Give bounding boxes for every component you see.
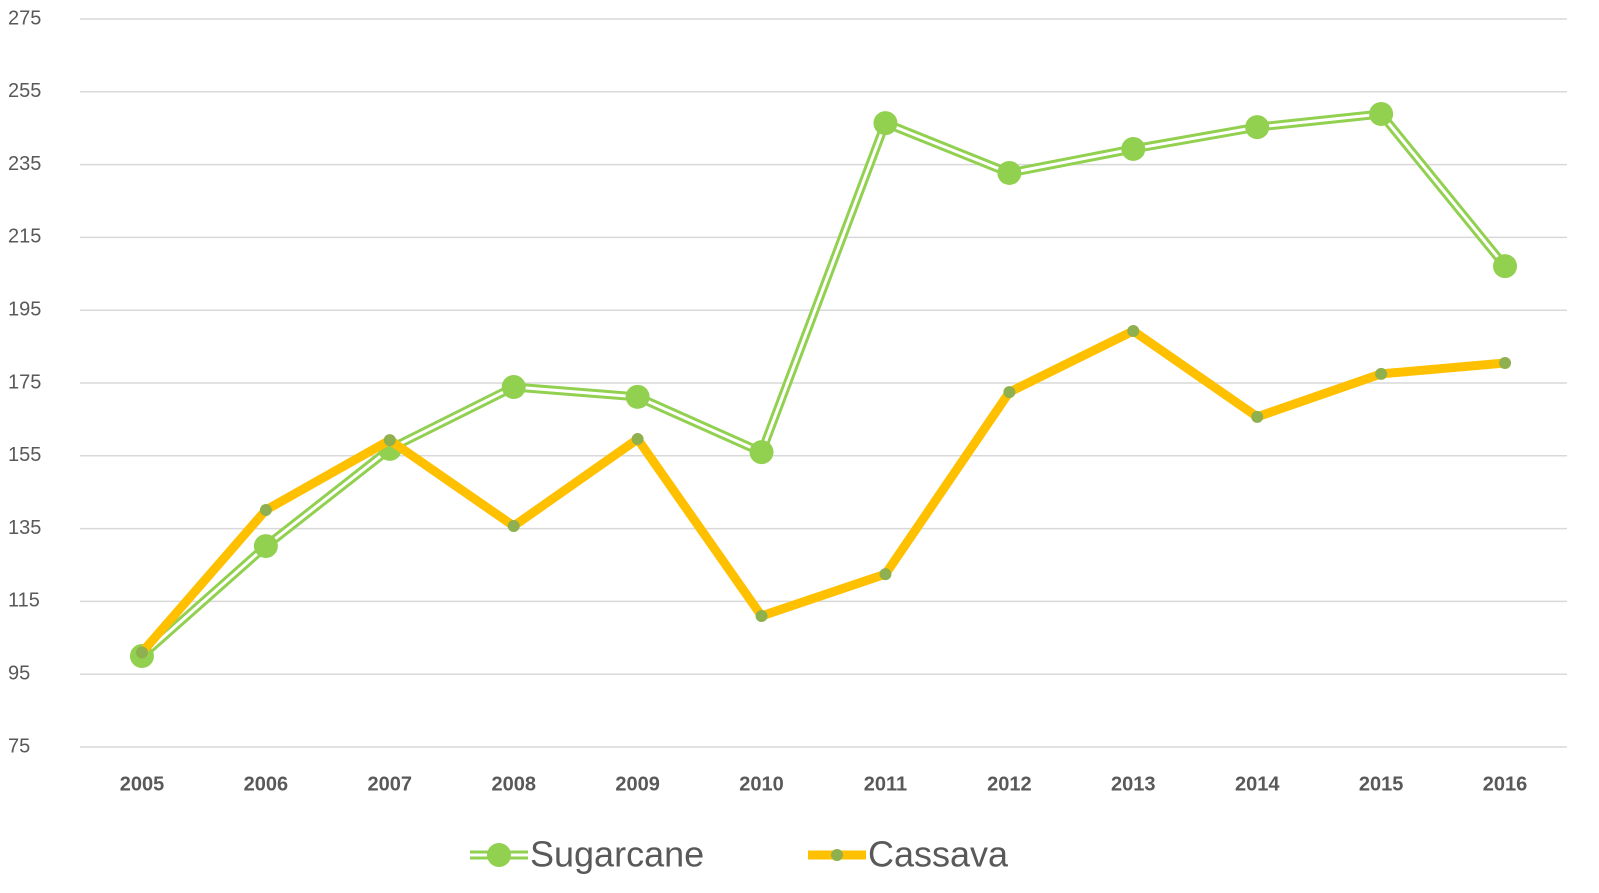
marker	[259, 504, 272, 517]
legend-label: Cassava	[868, 834, 1009, 875]
marker	[1003, 386, 1016, 399]
series-line	[138, 326, 1506, 656]
x-tick-label: 2005	[120, 773, 165, 795]
marker	[1375, 367, 1388, 380]
marker	[625, 384, 650, 409]
marker	[1369, 102, 1394, 127]
marker	[1121, 136, 1146, 161]
marker	[879, 568, 892, 581]
marker	[755, 609, 768, 622]
marker	[997, 160, 1022, 185]
x-tick-label: 2011	[864, 773, 907, 795]
marker	[507, 520, 520, 533]
y-tick-label: 75	[8, 735, 30, 757]
x-tick-label: 2014	[1235, 773, 1280, 795]
y-tick-label: 95	[8, 662, 30, 684]
marker	[135, 646, 148, 659]
legend-marker	[487, 843, 511, 867]
y-tick-label: 155	[8, 444, 41, 466]
marker	[501, 375, 526, 400]
marker	[1499, 356, 1512, 369]
marker	[873, 111, 898, 136]
y-tick-label: 175	[8, 371, 41, 393]
y-tick-label: 115	[8, 590, 40, 612]
x-tick-label: 2010	[739, 773, 784, 795]
x-tick-label: 2008	[491, 773, 536, 795]
marker	[631, 433, 644, 446]
x-tick-label: 2007	[368, 773, 413, 795]
x-tick-label: 2009	[615, 773, 660, 795]
y-tick-label: 235	[8, 153, 41, 175]
series-line-inner	[140, 112, 1507, 658]
x-tick-label: 2015	[1359, 773, 1404, 795]
x-tick-label: 2012	[987, 773, 1032, 795]
marker	[1251, 410, 1264, 423]
x-tick-label: 2016	[1483, 773, 1528, 795]
y-tick-label: 215	[8, 226, 41, 248]
marker	[1493, 254, 1518, 279]
marker	[383, 434, 396, 447]
y-tick-label: 195	[8, 298, 41, 320]
series-line	[138, 109, 1509, 660]
marker	[1127, 324, 1140, 337]
y-tick-label: 255	[8, 80, 41, 102]
x-tick-label: 2013	[1111, 773, 1156, 795]
y-tick-label: 135	[8, 517, 41, 539]
marker	[253, 534, 278, 559]
marker	[749, 440, 774, 465]
x-tick-label: 2006	[244, 773, 289, 795]
y-tick-label: 275	[8, 7, 41, 29]
legend-marker	[831, 849, 843, 861]
marker	[1245, 115, 1270, 140]
legend-label: Sugarcane	[530, 834, 704, 875]
